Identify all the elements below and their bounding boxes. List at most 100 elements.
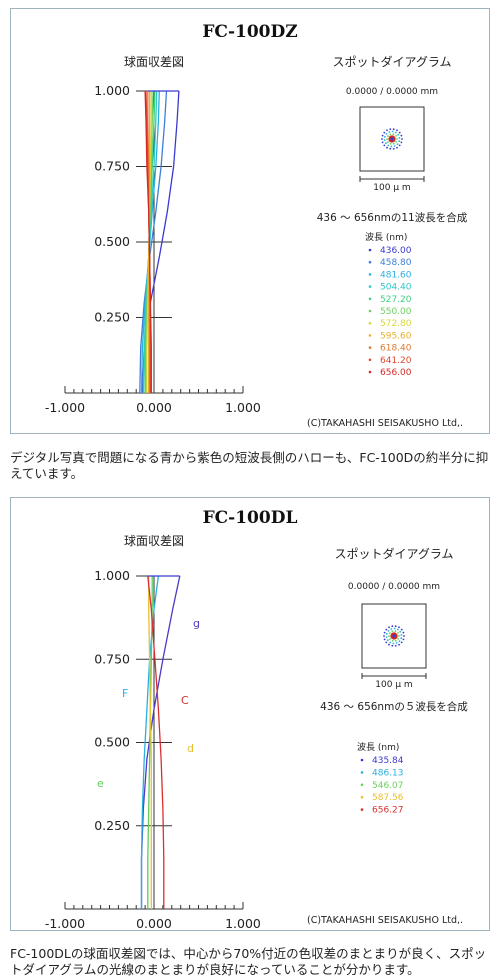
- legend-label: 435.84: [372, 756, 404, 766]
- spot-dot: [383, 131, 386, 134]
- spot-dot: [388, 626, 390, 629]
- legend-label: 572.80: [380, 319, 412, 329]
- spot-core: [390, 137, 394, 141]
- spot-dot: [398, 131, 401, 134]
- spot-title: スポットダイアグラム: [332, 54, 451, 69]
- spot-dot: [389, 641, 392, 644]
- fc100dz-figure: FC-100DZ 球面収差図 1.000 0.750 0.500 0.250 -1.000 0…: [45, 22, 468, 429]
- spot-dot: [388, 131, 391, 133]
- spot-dot: [391, 639, 394, 642]
- legend-marker: [368, 309, 372, 313]
- legend-label: 656.27: [372, 806, 404, 816]
- spot-dot: [393, 627, 396, 630]
- legend-marker: [368, 334, 372, 337]
- spot-dot: [384, 142, 387, 145]
- spot-dot: [387, 630, 390, 632]
- legend-label: 656.00: [380, 368, 412, 378]
- spot-dot: [386, 639, 389, 642]
- spot-dot: [385, 641, 388, 644]
- spot-dot: [389, 142, 392, 145]
- panel-fc100dz: FC-100DZ 球面収差図 1.000 0.750 0.500 0.250 -1.000 0…: [10, 8, 490, 434]
- panel-fc100dl: FC-100DL 球面収差図 1.000 0.750 0.500 0.250 -1.000 0…: [10, 497, 490, 931]
- spot-dot: [392, 147, 395, 150]
- legend-label: 481.60: [380, 270, 412, 280]
- spot-coord: 0.0000 / 0.0000 mm: [348, 582, 440, 592]
- spot-dot: [383, 635, 385, 637]
- spot-dot: [398, 643, 400, 646]
- legend-marker: [360, 795, 364, 799]
- chart-title: FC-100DL: [203, 508, 298, 528]
- spot-dot: [396, 628, 399, 631]
- spot-dot: [387, 141, 389, 144]
- legend-label: 618.40: [380, 344, 412, 354]
- spot-dot: [396, 146, 398, 149]
- spot-title: スポットダイアグラム: [334, 546, 453, 561]
- spot-dot: [401, 138, 403, 140]
- legend-label: 527.20: [380, 295, 412, 305]
- spot-dot: [381, 134, 384, 137]
- spot-dot: [394, 625, 397, 628]
- y-tick-label: 0.500: [94, 234, 130, 249]
- series-line-d: [148, 576, 152, 909]
- series-line-656.00: [144, 90, 152, 393]
- spot-dot: [381, 138, 383, 140]
- spot-dot: [389, 133, 392, 136]
- spot-dot: [400, 628, 403, 631]
- spot-dot: [388, 643, 390, 646]
- legend-marker: [368, 273, 372, 276]
- x-tick-label: -1.000: [45, 400, 85, 415]
- spot-dot: [390, 628, 393, 630]
- spot-dot: [391, 130, 394, 133]
- scale-label: 100 μ m: [375, 680, 412, 690]
- caption-second: FC-100DLの球面収差図では、中心から70%付近の色収差のまとまりが良く、ス…: [10, 946, 487, 977]
- series-line-458.80: [139, 90, 168, 394]
- spot-dot: [393, 145, 396, 147]
- legend-marker: [360, 771, 364, 774]
- fc100dl-figure: FC-100DL 球面収差図 1.000 0.750 0.500 0.250 -1.000 0…: [45, 508, 468, 930]
- spot-dot: [399, 630, 402, 633]
- legend-label: 595.60: [380, 331, 412, 341]
- spot-dot: [400, 134, 403, 137]
- spot-dot: [385, 632, 388, 635]
- spot-core: [392, 634, 396, 638]
- spot-dot: [388, 635, 390, 637]
- y-tick-label: 0.500: [94, 735, 130, 750]
- spot-dot: [400, 634, 403, 636]
- spot-dot: [383, 139, 386, 142]
- spot-dot: [389, 632, 391, 635]
- wave-note: 436 ～ 656nmの５波長を合成: [320, 700, 468, 713]
- spot-dot: [385, 628, 388, 631]
- legend-label: 587.56: [372, 793, 404, 803]
- y-tick-label: 1.000: [94, 568, 130, 583]
- spot-dot: [398, 640, 401, 642]
- legend-label: 550.00: [380, 307, 412, 317]
- legend-marker: [368, 358, 372, 362]
- spot-dot: [391, 630, 394, 633]
- x-tick-label: -1.000: [45, 916, 85, 930]
- spot-dot: [398, 137, 401, 139]
- spot-dot: [385, 133, 388, 135]
- spot-dot: [398, 140, 401, 143]
- series-line-C: [147, 575, 165, 909]
- spot-dot: [396, 143, 399, 146]
- curve-label-d: d: [187, 742, 194, 755]
- legend-marker: [360, 808, 364, 811]
- x-tick-label: 1.000: [225, 916, 261, 930]
- legend-title: 波長 (nm): [365, 231, 407, 243]
- spot-dot: [397, 133, 400, 136]
- legend-marker: [368, 321, 372, 325]
- spot-dot: [395, 140, 397, 143]
- spot-dot: [392, 128, 395, 131]
- spot-dot: [390, 145, 393, 148]
- curve-label-C: C: [181, 694, 189, 707]
- spot-dot: [391, 644, 394, 647]
- spot-dot: [400, 637, 403, 640]
- x-tick-label: 0.000: [136, 916, 172, 930]
- legend-marker: [368, 370, 372, 374]
- spot-dot: [385, 636, 388, 638]
- copyright: (C)TAKAHASHI SEISAKUSHO Ltd,.: [307, 915, 463, 926]
- spot-dot: [386, 129, 388, 132]
- spot-dot: [396, 129, 398, 132]
- sa-title: 球面収差図: [124, 534, 184, 548]
- spot-dot: [381, 141, 384, 144]
